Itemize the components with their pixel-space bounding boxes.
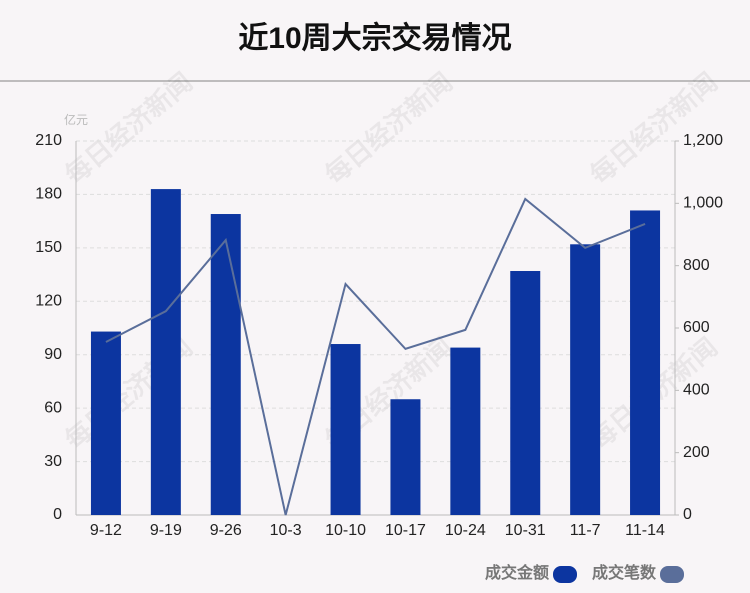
bar: [450, 347, 481, 515]
bar: [630, 210, 661, 515]
y-tick-label: 90: [44, 346, 62, 363]
y2-tick-label: 600: [683, 319, 710, 336]
y-tick-label: 150: [35, 239, 62, 256]
y2-tick-label: 800: [683, 257, 710, 274]
x-tick-label: 10-31: [505, 522, 546, 539]
bar: [150, 189, 181, 516]
x-tick-label: 9-12: [90, 522, 122, 539]
y-tick-label: 180: [35, 186, 62, 203]
x-tick-label: 10-10: [325, 522, 366, 539]
legend-label: 成交金额: [485, 563, 549, 582]
y-tick-label: 210: [35, 132, 62, 149]
y-tick-label: 0: [53, 506, 62, 523]
y-tick-label: 120: [35, 293, 62, 310]
bar: [390, 399, 421, 515]
line: [105, 197, 646, 516]
x-tick-label: 9-26: [210, 522, 242, 539]
bar: [570, 244, 601, 516]
legend-label: 成交笔数: [592, 563, 657, 582]
bar: [90, 331, 121, 515]
x-tick-label: 10-24: [445, 522, 486, 539]
x-tick-label: 11-14: [625, 522, 665, 539]
y2-tick-label: 0: [683, 506, 692, 523]
y2-tick-label: 200: [683, 444, 710, 461]
y2-tick-label: 1,200: [683, 132, 723, 149]
chart-title: 近10周大宗交易情况: [238, 21, 511, 55]
y-tick-label: 60: [44, 399, 62, 416]
y2-tick-label: 1,000: [683, 195, 723, 212]
y2-tick-label: 400: [683, 382, 710, 399]
bar: [330, 344, 361, 515]
x-tick-label: 11-7: [570, 522, 601, 539]
x-tick-label: 9-19: [150, 522, 182, 539]
y-tick-label: 30: [44, 453, 62, 470]
legend-swatch: [660, 566, 684, 583]
x-tick-label: 10-3: [270, 522, 302, 539]
bar: [210, 214, 241, 515]
legend-swatch: [553, 566, 577, 583]
bar: [510, 271, 541, 515]
y-unit: 亿元: [64, 112, 88, 127]
x-tick-label: 10-17: [385, 522, 426, 539]
